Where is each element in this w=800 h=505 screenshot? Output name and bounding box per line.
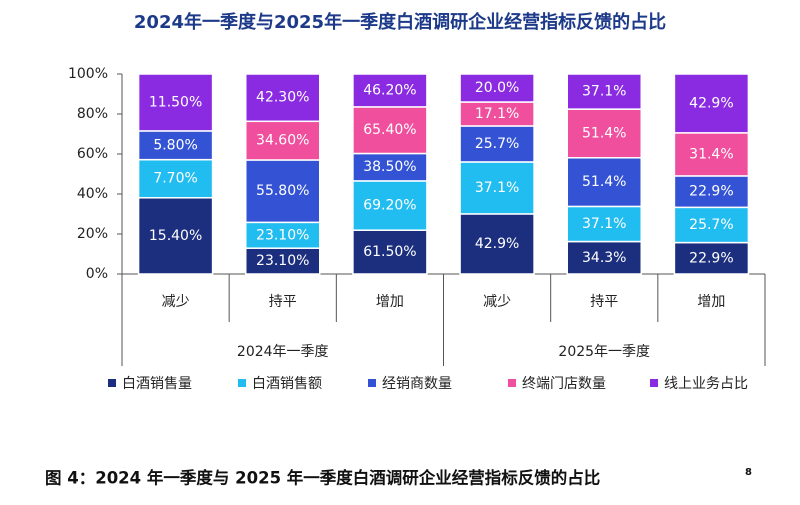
data-label: 42.9% bbox=[689, 95, 733, 111]
legend-label: 白酒销售额 bbox=[252, 376, 322, 392]
chart-title: 2024年一季度与2025年一季度白酒调研企业经营指标反馈的占比 bbox=[134, 11, 666, 33]
legend-label: 线上业务占比 bbox=[664, 376, 748, 392]
data-label: 69.20% bbox=[363, 198, 416, 214]
data-label: 22.9% bbox=[689, 184, 733, 200]
data-label: 34.60% bbox=[256, 133, 309, 149]
bar-segment bbox=[137, 73, 214, 132]
bar-segment bbox=[352, 106, 428, 155]
data-label: 17.1% bbox=[475, 106, 519, 122]
bar-segment bbox=[245, 221, 321, 249]
y-tick-label: 100% bbox=[68, 66, 108, 82]
data-label: 42.30% bbox=[256, 90, 309, 106]
bar-segment bbox=[673, 241, 750, 275]
data-label: 23.10% bbox=[256, 253, 309, 269]
data-label: 22.9% bbox=[689, 250, 733, 266]
data-label: 7.70% bbox=[153, 171, 197, 187]
legend-swatch bbox=[368, 379, 376, 387]
data-label: 25.7% bbox=[689, 217, 733, 233]
data-label: 34.3% bbox=[582, 250, 626, 266]
data-label: 55.80% bbox=[256, 183, 309, 199]
bar-segment bbox=[245, 73, 321, 123]
group-label: 2024年一季度 bbox=[237, 344, 329, 360]
data-label: 37.1% bbox=[582, 84, 626, 100]
x-tick-label: 持平 bbox=[269, 294, 297, 310]
legend-swatch bbox=[508, 379, 516, 387]
data-label: 23.10% bbox=[256, 227, 309, 243]
data-label: 38.50% bbox=[363, 159, 416, 175]
x-tick-label: 持平 bbox=[590, 294, 618, 310]
group-label: 2025年一季度 bbox=[558, 344, 650, 360]
y-tick-label: 80% bbox=[77, 106, 108, 122]
data-label: 46.20% bbox=[363, 82, 416, 98]
x-tick-label: 增加 bbox=[376, 294, 404, 310]
data-label: 51.4% bbox=[582, 174, 626, 190]
bar-segment bbox=[352, 152, 428, 182]
bar-segment bbox=[673, 132, 750, 177]
data-label: 5.80% bbox=[153, 137, 197, 153]
data-label: 42.9% bbox=[475, 236, 519, 252]
y-tick-label: 60% bbox=[77, 146, 108, 162]
bar-segment bbox=[673, 73, 750, 134]
data-label: 25.7% bbox=[475, 136, 519, 152]
data-label: 51.4% bbox=[582, 125, 626, 141]
x-tick-label: 减少 bbox=[162, 294, 190, 310]
legend-label: 经销商数量 bbox=[382, 376, 452, 392]
bar-segment bbox=[459, 73, 535, 103]
data-label: 37.1% bbox=[582, 216, 626, 232]
y-tick-label: 20% bbox=[77, 226, 108, 242]
bar-segment bbox=[566, 73, 642, 110]
legend-swatch bbox=[238, 379, 246, 387]
bar-segment bbox=[352, 229, 428, 275]
legend-label: 白酒销售量 bbox=[122, 376, 192, 392]
legend-swatch bbox=[108, 379, 116, 387]
data-label: 31.4% bbox=[689, 146, 733, 162]
bar-segment bbox=[459, 125, 535, 163]
bar-segment bbox=[352, 180, 428, 231]
data-label: 37.1% bbox=[475, 180, 519, 196]
bar-segment bbox=[566, 240, 642, 275]
bar-segment bbox=[566, 108, 642, 159]
data-label: 65.40% bbox=[363, 122, 416, 138]
y-tick-label: 0% bbox=[86, 266, 108, 282]
bar-segment bbox=[673, 206, 750, 244]
bar-segment bbox=[459, 213, 535, 275]
data-label: 15.40% bbox=[149, 228, 202, 244]
bar-segment bbox=[566, 205, 642, 243]
bar-segment bbox=[459, 161, 535, 215]
bar-segment bbox=[673, 175, 750, 209]
legend-swatch bbox=[650, 379, 658, 387]
data-label: 20.0% bbox=[475, 80, 519, 96]
bar-segment bbox=[137, 130, 214, 161]
y-tick-label: 40% bbox=[77, 186, 108, 202]
caption-footnote: 8 bbox=[745, 467, 752, 478]
x-tick-label: 增加 bbox=[697, 294, 725, 310]
bar-segment bbox=[137, 197, 214, 275]
caption: 图 4：2024 年一季度与 2025 年一季度白酒调研企业经营指标反馈的占比 bbox=[45, 468, 600, 488]
bar-segment bbox=[245, 247, 321, 275]
data-label: 11.50% bbox=[149, 94, 202, 110]
x-tick-label: 减少 bbox=[483, 294, 511, 310]
data-label: 61.50% bbox=[363, 244, 416, 260]
bar-segment bbox=[245, 120, 321, 161]
bar-segment bbox=[352, 73, 428, 108]
legend-label: 终端门店数量 bbox=[522, 376, 606, 392]
